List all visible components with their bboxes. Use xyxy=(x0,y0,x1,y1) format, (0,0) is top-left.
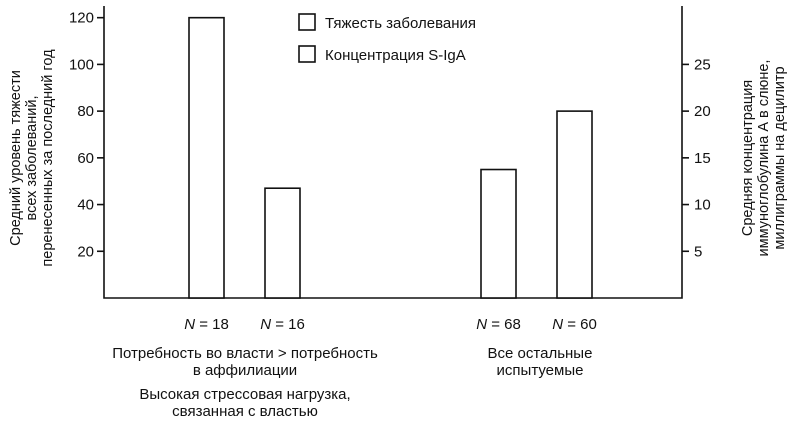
bars xyxy=(188,16,593,299)
right-tick-label: 20 xyxy=(694,103,711,120)
left-tick-label: 40 xyxy=(77,197,94,214)
n-label: N = 60 xyxy=(552,316,597,333)
group-label-line: Потребность во власти > потребность xyxy=(112,345,378,362)
left-tick-label: 100 xyxy=(69,56,94,73)
legend: Тяжесть заболевания Концентрация S-IgA xyxy=(298,13,476,64)
plot-frame xyxy=(103,6,683,299)
group-label-line: в аффилиации xyxy=(193,362,297,379)
group-label-line: Все остальные xyxy=(488,345,593,362)
n-label: N = 68 xyxy=(476,316,521,333)
n-label: N = 16 xyxy=(260,316,305,333)
category-labels: N = 18 N = 16 N = 68 N = 60 Потребность во в… xyxy=(112,316,597,420)
right-tick-label: 10 xyxy=(694,197,711,214)
left-tick-label: 120 xyxy=(69,10,94,27)
right-tick-label: 25 xyxy=(694,56,711,73)
axis-titles: Средний уровень тяжестивсех заболеваний,… xyxy=(8,49,788,267)
legend-swatch xyxy=(298,45,316,63)
right-tick-label: 15 xyxy=(694,150,711,167)
group-sublabel-line: Высокая стрессовая нагрузка, xyxy=(139,386,350,403)
left-tick-label: 20 xyxy=(77,243,94,260)
group-sublabel-line: связанная с властью xyxy=(172,403,318,419)
legend-entry: Тяжесть заболевания xyxy=(325,15,476,32)
tick-labels: 20 40 60 80 100 120 5 10 15 20 25 xyxy=(69,10,711,261)
legend-entry: Концентрация S-IgA xyxy=(325,47,466,64)
right-tick-label: 5 xyxy=(694,243,702,260)
right-axis-title: Средняя концентрацияиммуноглобулина А в … xyxy=(740,60,788,257)
left-tick-label: 60 xyxy=(77,150,94,167)
bar-severity xyxy=(188,16,225,299)
left-axis-title: Средний уровень тяжестивсех заболеваний,… xyxy=(8,49,56,267)
group-label-line: испытуемые xyxy=(497,362,584,379)
bar-siga xyxy=(264,187,301,299)
axes xyxy=(103,6,683,299)
left-tick-label: 80 xyxy=(77,103,94,120)
bar-severity xyxy=(480,168,517,299)
bar-siga xyxy=(556,110,593,299)
n-label: N = 18 xyxy=(184,316,229,333)
legend-swatch xyxy=(298,13,316,31)
